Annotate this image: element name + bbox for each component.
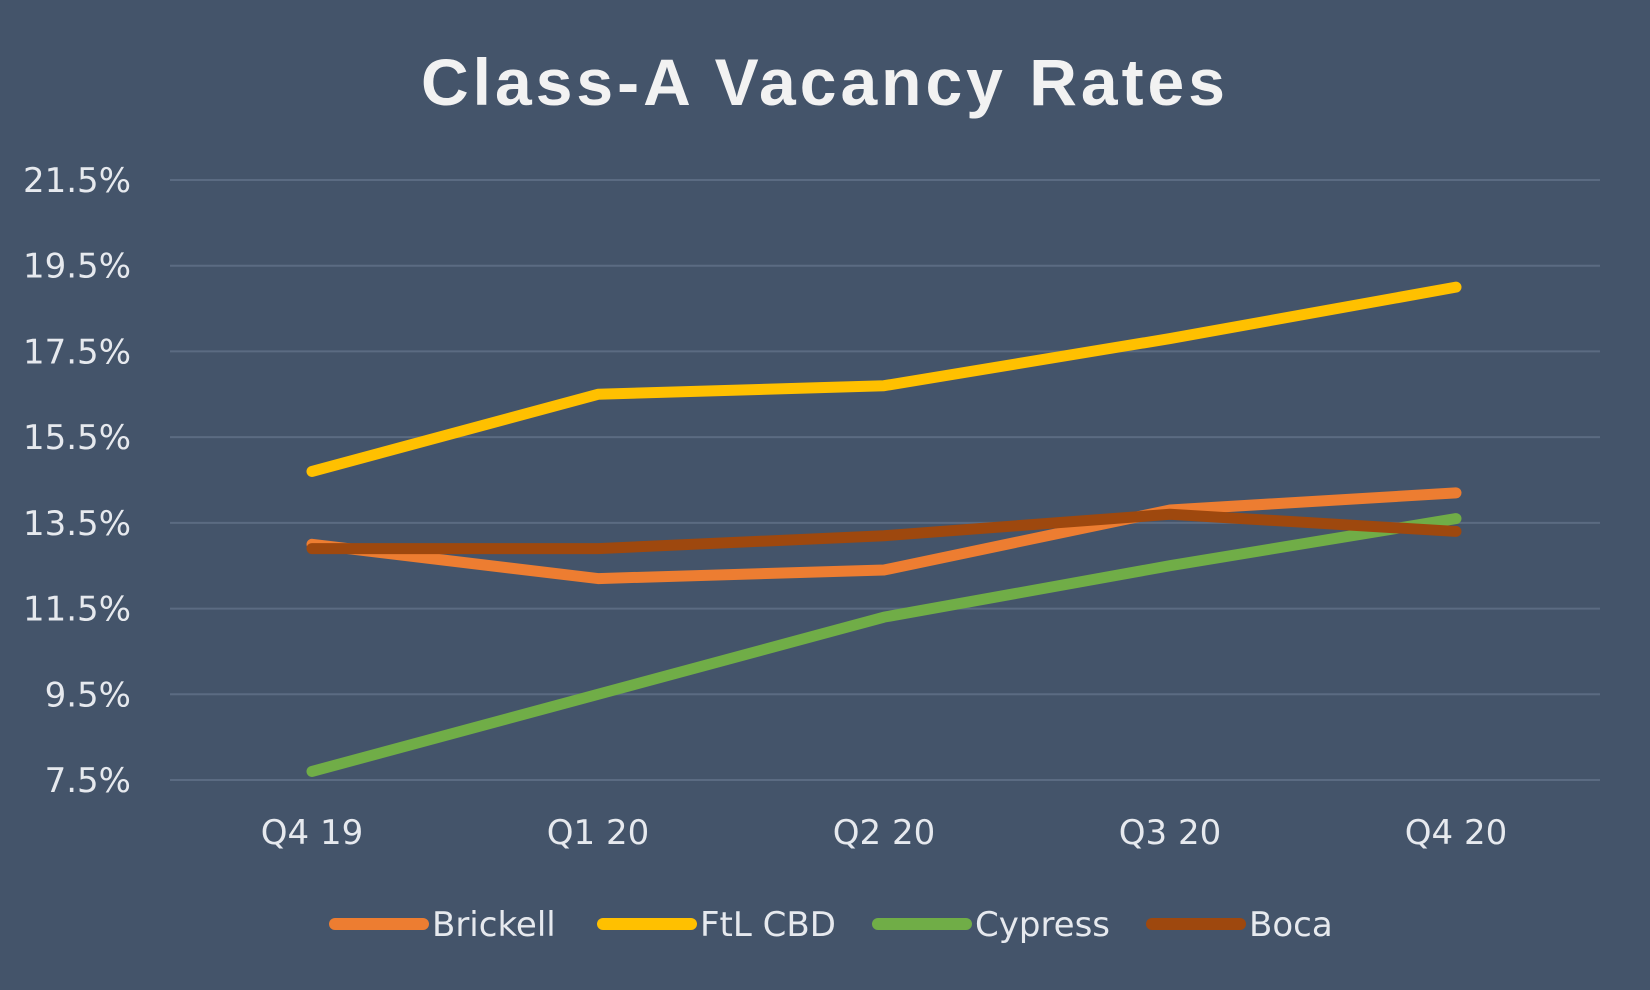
y-tick-label: 17.5% xyxy=(23,332,131,372)
legend-label: Cypress xyxy=(975,905,1110,945)
series-lines xyxy=(306,281,1462,777)
y-tick-label: 15.5% xyxy=(23,418,131,458)
y-tick-label: 21.5% xyxy=(23,161,131,201)
legend-label: Brickell xyxy=(432,905,556,945)
x-tick-label: Q4 20 xyxy=(1405,813,1507,853)
legend-label: FtL CBD xyxy=(700,905,836,945)
legend: Brickell FtL CBD Cypress Boca xyxy=(329,905,1333,945)
x-tick-label: Q4 19 xyxy=(261,813,363,853)
legend-label: Boca xyxy=(1249,905,1333,945)
series-line-cypress xyxy=(306,513,1462,777)
y-tick-label: 13.5% xyxy=(23,504,131,544)
x-tick-label: Q1 20 xyxy=(547,813,649,853)
x-axis-ticks: Q4 19 Q1 20 Q2 20 Q3 20 Q4 20 xyxy=(261,813,1507,853)
series-line-brickell xyxy=(306,487,1462,585)
y-tick-label: 7.5% xyxy=(45,761,131,801)
y-tick-label: 9.5% xyxy=(45,675,131,715)
y-tick-label: 11.5% xyxy=(23,590,131,630)
series-line-ftl-cbd xyxy=(306,281,1462,477)
x-tick-label: Q2 20 xyxy=(833,813,935,853)
gridlines xyxy=(170,179,1600,781)
y-axis-ticks: 7.5% 9.5% 11.5% 13.5% 15.5% 17.5% 19.5% 21.5% xyxy=(23,161,131,801)
y-tick-label: 19.5% xyxy=(23,247,131,287)
chart-title: Class-A Vacancy Rates xyxy=(421,45,1229,119)
series-line-boca xyxy=(306,508,1462,555)
x-tick-label: Q3 20 xyxy=(1119,813,1221,853)
